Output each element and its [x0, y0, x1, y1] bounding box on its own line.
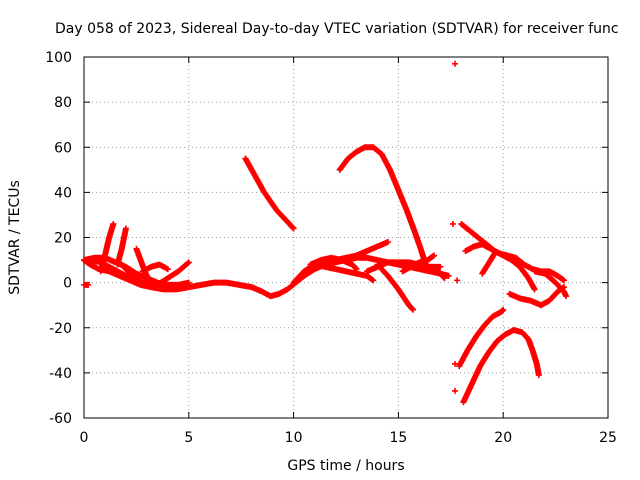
series-arc-19-rise [479, 250, 498, 277]
series-arc-14-16-down [374, 261, 417, 313]
x-tick-label: 15 [389, 430, 407, 446]
x-tick-label: 5 [184, 430, 193, 446]
series-arc-20-neg-hump [460, 327, 542, 406]
series-isolated-17-1 [454, 277, 461, 284]
series-isolated-17-neg36 [451, 360, 458, 367]
y-axis-ticks: -60 -40 -20 0 20 40 60 80 100 [45, 50, 608, 427]
y-axis-label: SDTVAR / TECUs [7, 180, 23, 295]
series-arc-rise-2 [114, 225, 129, 268]
x-axis-ticks: 0 5 10 15 20 25 [80, 57, 617, 446]
series-isolated-17-neg48 [451, 387, 458, 394]
y-tick-label: 0 [63, 276, 72, 292]
y-tick-label: -40 [49, 366, 72, 382]
y-tick-label: -20 [49, 321, 72, 337]
x-tick-label: 20 [494, 430, 512, 446]
series-arc-12-hump [336, 144, 429, 268]
y-tick-label: 80 [54, 95, 72, 111]
series-arc-20-21-small [506, 284, 567, 309]
series-arc-4-5 [154, 259, 192, 288]
y-tick-label: -60 [49, 411, 72, 427]
x-tick-label: 10 [285, 430, 303, 446]
x-tick-label: 25 [599, 430, 617, 446]
series-arc-3-4 [139, 261, 171, 275]
series-arc-17-6-short [433, 266, 448, 282]
series-arc-start-short [81, 281, 92, 288]
chart-title: Day 058 of 2023, Sidereal Day-to-day VTE… [55, 21, 619, 37]
y-tick-label: 100 [45, 50, 72, 66]
grid-lines [84, 57, 608, 418]
x-axis-label: GPS time / hours [287, 458, 404, 474]
y-tick-label: 60 [54, 140, 72, 156]
series-arc-8-10-falling [242, 155, 297, 232]
y-tick-label: 20 [54, 231, 72, 247]
series-arc-18-21-upper [458, 220, 538, 293]
series-arc-15-17-up [399, 252, 438, 275]
x-tick-label: 0 [80, 430, 89, 446]
series-arc-19-neg [456, 306, 507, 370]
data-points [81, 60, 570, 406]
series-isolated-top [451, 60, 458, 67]
series-isolated-17-26 [449, 220, 456, 227]
series-arc-rise-1 [97, 220, 117, 275]
plot-frame [83, 56, 609, 419]
series-arc-11-13 [307, 254, 360, 273]
y-tick-label: 40 [54, 185, 72, 201]
series-arc-22-23 [531, 268, 570, 300]
